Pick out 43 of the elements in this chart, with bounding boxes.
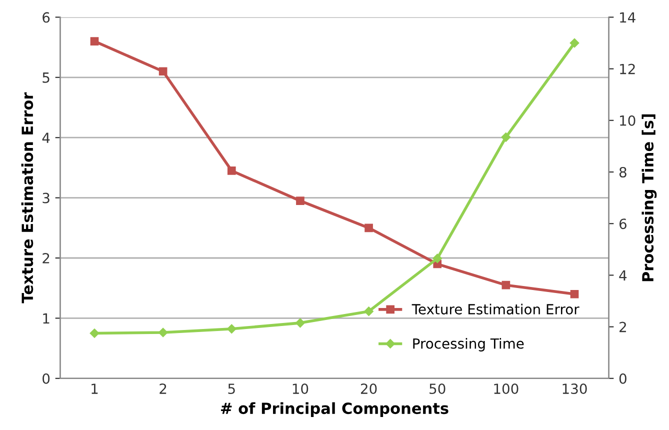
y-tick-label: 3 [42,192,50,204]
y2-axis-title: Processing Time [s] [642,114,657,282]
x-axis-title: # of Principal Components [220,402,448,418]
x-tick-label: 100 [494,384,518,394]
y-tick-label: 0 [42,373,50,384]
x-tick-label: 5 [228,384,235,394]
point [90,37,99,46]
point [158,328,168,338]
y2-tick-label: 4 [619,270,627,280]
y2-tick-label: 12 [620,64,635,74]
y2-tick-label: 0 [619,373,626,384]
x-tick-label: 1 [92,384,98,394]
point [570,38,580,48]
point [158,67,168,76]
y-tick-label: 5 [42,72,50,83]
y-tick-label: 1 [43,313,50,324]
point [432,254,442,264]
x-tick-label: 10 [292,384,308,394]
point [501,132,511,142]
y2-tick-label: 14 [620,12,636,22]
legend-label: Texture Estimation Error [412,304,580,314]
legend-label: Processing Time [413,338,524,352]
point [296,196,304,205]
y2-tick-label: 6 [619,218,626,230]
y2-tick-label: 2 [620,322,626,332]
point [364,224,373,232]
point [502,280,510,290]
y-axis-title: Texture Estimation Error [21,92,34,304]
y-tick-label: 2 [42,252,50,264]
point [227,166,236,175]
y2-tick-label: 10 [620,115,636,126]
y2-tick-label: 8 [619,166,626,178]
x-tick-label: 20 [360,384,377,394]
x-tick-label: 50 [430,384,446,394]
x-tick-label: 130 [562,384,587,394]
x-tick-label: 2 [160,384,166,394]
point [570,290,579,298]
y-tick-label: 4 [42,132,50,143]
point [90,328,100,338]
point [296,318,305,328]
point [364,306,374,316]
point [227,324,236,334]
y-tick-label: 6 [42,12,50,23]
